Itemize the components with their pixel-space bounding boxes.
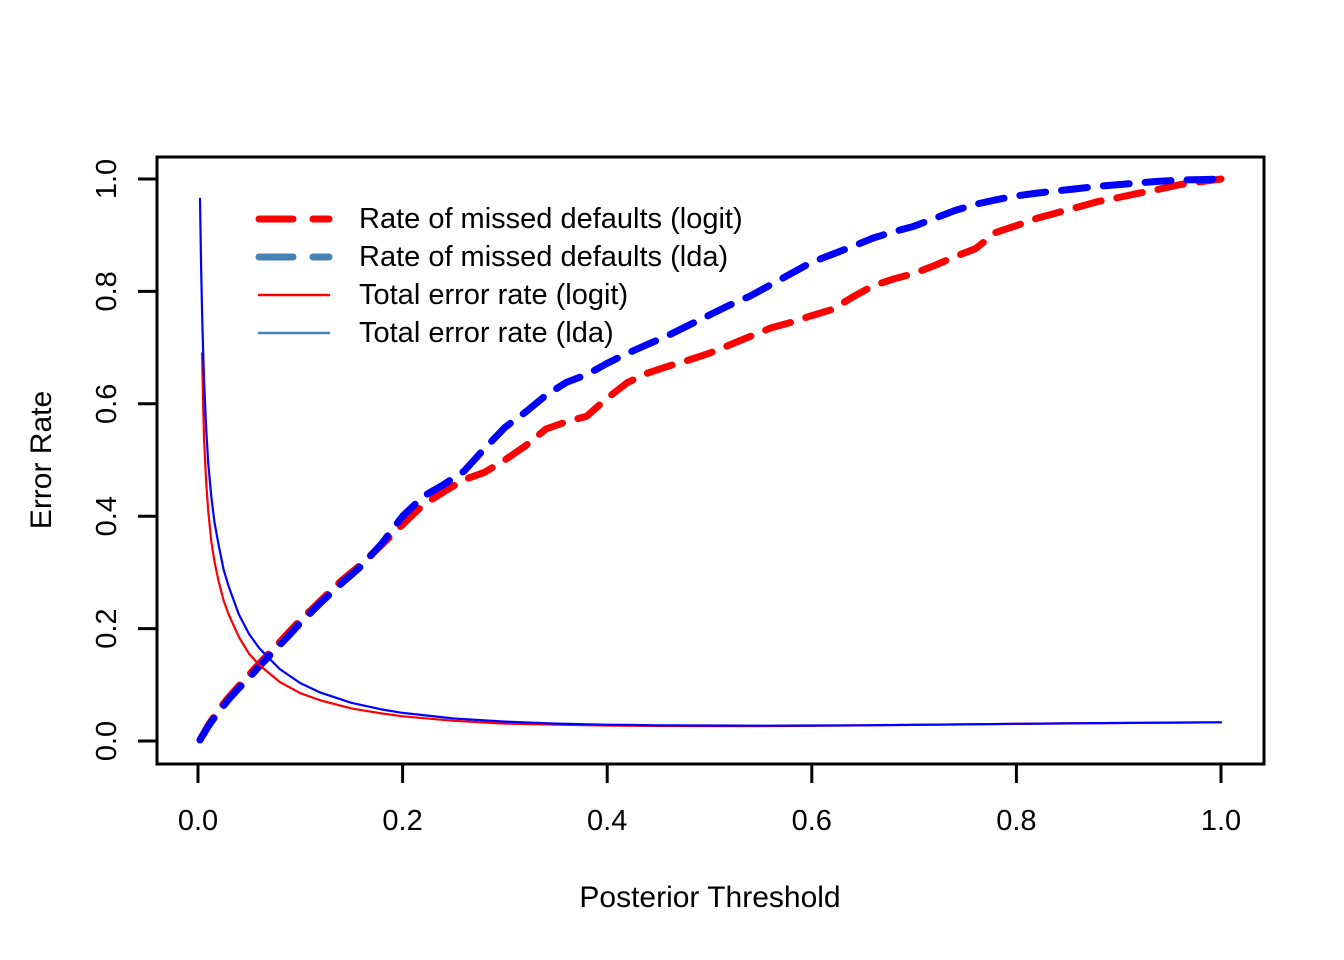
legend-label: Total error rate (lda) (359, 316, 614, 349)
legend-item: Rate of missed defaults (lda) (255, 238, 743, 276)
x-axis-title: Posterior Threshold (579, 881, 841, 914)
series-missed-defaults-lda (196, 175, 1225, 744)
legend-label: Rate of missed defaults (logit) (359, 202, 743, 235)
legend-line-sample (255, 253, 333, 261)
legend-item: Total error rate (logit) (255, 276, 743, 314)
plot-box (155, 155, 1266, 766)
series-total-error-logit (201, 352, 1223, 728)
legend-line-sample (255, 215, 333, 223)
y-tick-label: 0.4 (91, 496, 123, 536)
y-tick-label: 0.0 (91, 721, 123, 761)
y-axis-title: Error Rate (25, 390, 58, 530)
y-tick-label: 0.2 (91, 608, 123, 648)
y-tick-label: 0.8 (91, 271, 123, 311)
legend: Rate of missed defaults (logit) Rate of m… (255, 200, 743, 352)
legend-item: Rate of missed defaults (logit) (255, 200, 743, 238)
x-tick-label: 0.0 (178, 805, 218, 837)
legend-line-sample (257, 293, 331, 297)
x-tick-label: 0.8 (996, 805, 1036, 837)
legend-line-sample (257, 331, 331, 335)
x-tick-label: 0.6 (792, 805, 832, 837)
series-total-error-lda (198, 197, 1223, 727)
legend-item: Total error rate (lda) (255, 314, 743, 352)
legend-label: Rate of missed defaults (lda) (359, 240, 729, 273)
legend-label: Total error rate (logit) (359, 278, 629, 311)
y-tick-label: 0.6 (91, 384, 123, 424)
x-tick-label: 0.2 (382, 805, 422, 837)
x-tick-label: 1.0 (1201, 805, 1241, 837)
x-tick-label: 0.4 (587, 805, 627, 837)
y-tick-label: 1.0 (91, 159, 123, 199)
